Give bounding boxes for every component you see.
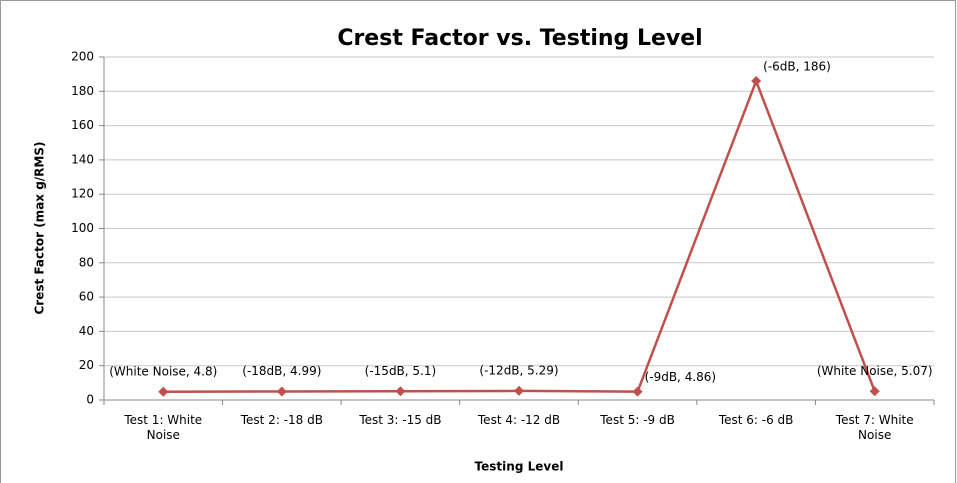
data-label: (-15dB, 5.1) bbox=[365, 364, 437, 378]
chart-title: Crest Factor vs. Testing Level bbox=[337, 26, 702, 51]
data-label: (-9dB, 4.86) bbox=[645, 370, 717, 384]
y-tick-label: 0 bbox=[86, 393, 94, 407]
data-label: (-6dB, 186) bbox=[763, 60, 831, 74]
data-label: (-12dB, 5.29) bbox=[479, 363, 558, 377]
y-tick-label: 120 bbox=[71, 187, 94, 201]
marker bbox=[751, 76, 762, 87]
y-tick-label: 40 bbox=[79, 324, 94, 338]
x-tick-label: Test 5: -9 dB bbox=[600, 413, 675, 427]
y-tick-label: 20 bbox=[79, 358, 94, 372]
y-tick-label: 200 bbox=[71, 50, 94, 64]
marker bbox=[395, 386, 406, 397]
x-axis-label: Testing Level bbox=[475, 460, 564, 474]
y-tick-label: 140 bbox=[71, 152, 94, 166]
x-tick-label: Test 7: White Noise bbox=[835, 413, 914, 442]
y-tick-label: 100 bbox=[71, 221, 94, 235]
data-label: (-18dB, 4.99) bbox=[242, 364, 321, 378]
data-label: (White Noise, 5.07) bbox=[817, 364, 933, 378]
marker bbox=[632, 386, 643, 397]
y-tick-label: 180 bbox=[71, 84, 94, 98]
line bbox=[163, 77, 876, 394]
y-tick-label: 160 bbox=[71, 118, 94, 132]
marker bbox=[276, 386, 287, 397]
marker bbox=[158, 386, 169, 397]
x-tick-label: Test 4: -12 dB bbox=[477, 413, 561, 427]
marker bbox=[514, 385, 524, 396]
x-tick-label: Test 6: -6 dB bbox=[718, 413, 794, 427]
y-tick-label: 80 bbox=[79, 255, 94, 269]
y-axis-label: Crest Factor (max g/RMS) bbox=[33, 142, 47, 315]
x-tick-label: Test 2: -18 dB bbox=[240, 413, 323, 427]
y-tick-label: 60 bbox=[79, 290, 94, 304]
data-label: (White Noise, 4.8) bbox=[109, 364, 217, 378]
x-tick-label: Test 3: -15 dB bbox=[359, 413, 442, 427]
marker bbox=[869, 386, 880, 397]
x-tick-label: Test 1: White Noise bbox=[124, 413, 203, 442]
